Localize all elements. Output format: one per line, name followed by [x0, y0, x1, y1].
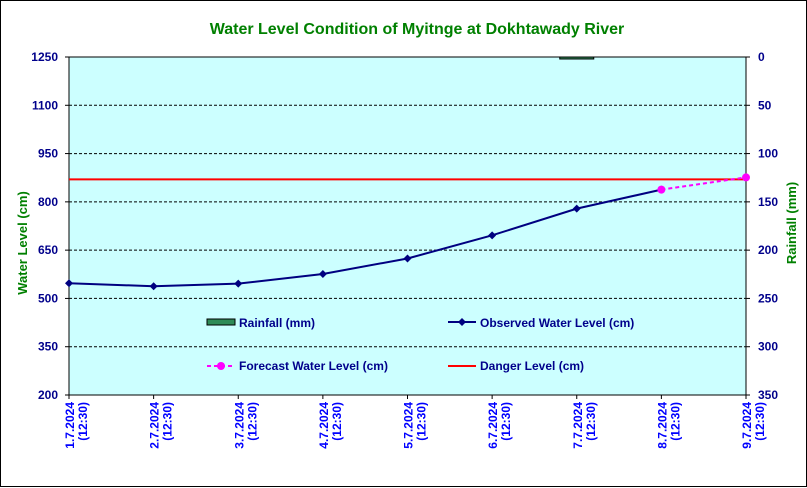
x-tick-date: 7.7.2024 — [571, 402, 585, 449]
x-tick-date: 8.7.2024 — [655, 402, 669, 449]
observed-point — [572, 204, 581, 213]
legend-observed-marker — [458, 318, 466, 326]
observed-point — [488, 231, 497, 240]
observed-point — [403, 254, 412, 263]
chart-title: Water Level Condition of Myitnge at Dokh… — [210, 21, 625, 38]
y-axis-left-title: Water Level (cm) — [15, 191, 30, 295]
forecast-series — [657, 173, 750, 194]
forecast-point — [742, 173, 750, 182]
x-tick-label: 4.7.2024(12:30) — [317, 402, 344, 449]
observed-point — [65, 279, 73, 288]
x-tick-label: 5.7.2024(12:30) — [402, 402, 429, 449]
observed-point — [318, 269, 327, 278]
y-left-tick-label: 200 — [38, 388, 58, 402]
x-tick-date: 2.7.2024 — [148, 402, 162, 449]
x-tick-label: 7.7.2024(12:30) — [571, 402, 598, 449]
y-left-tick-label: 800 — [38, 195, 58, 209]
y-right-tick-label: 350 — [758, 388, 778, 402]
observed-point — [149, 282, 158, 291]
x-tick-label: 9.7.2024(12:30) — [740, 402, 767, 449]
x-tick-label: 8.7.2024(12:30) — [655, 402, 682, 449]
legend-observed-label: Observed Water Level (cm) — [480, 316, 634, 330]
legend-danger-label: Danger Level (cm) — [480, 359, 584, 373]
y-right-tick-label: 100 — [758, 147, 778, 161]
x-tick-date: 5.7.2024 — [402, 402, 416, 449]
grid-lines — [69, 56, 746, 348]
plot-area — [68, 56, 747, 396]
legend-forecast-label: Forecast Water Level (cm) — [239, 359, 388, 373]
y-left-tick-label: 500 — [38, 291, 58, 305]
legend-rainfall-label: Rainfall (mm) — [239, 316, 315, 330]
y-left-tick-label: 350 — [38, 340, 58, 354]
y-left-tick-label: 1250 — [31, 50, 58, 64]
legend-forecast-marker — [217, 362, 225, 370]
x-tick-time: (12:30) — [668, 402, 682, 441]
rainfall-bars — [559, 56, 595, 60]
x-tick-label: 3.7.2024(12:30) — [232, 402, 259, 449]
x-tick-time: (12:30) — [415, 402, 429, 441]
x-tick-date: 1.7.2024 — [63, 402, 77, 449]
x-tick-label: 6.7.2024(12:30) — [486, 402, 513, 449]
y-axis-right-title: Rainfall (mm) — [784, 182, 799, 264]
observed-point — [234, 279, 243, 288]
y-right-tick-label: 300 — [758, 340, 778, 354]
x-axis-ticks: 1.7.2024(12:30) 2.7.2024(12:30) 3.7.2024(1… — [63, 395, 767, 449]
y-left-tick-label: 950 — [38, 147, 58, 161]
x-tick-label: 2.7.2024(12:30) — [148, 402, 175, 449]
y-axis-right-ticks: 0 50 100 150 200 250 300 350 — [746, 50, 778, 402]
x-tick-time: (12:30) — [330, 402, 344, 441]
x-tick-date: 6.7.2024 — [486, 402, 500, 449]
x-tick-time: (12:30) — [245, 402, 259, 441]
x-tick-time: (12:30) — [753, 402, 767, 441]
y-left-tick-label: 650 — [38, 243, 58, 257]
y-axis-left-ticks: 1250 1100 950 800 650 500 350 200 — [31, 50, 69, 402]
observed-series — [65, 185, 666, 291]
y-right-tick-label: 50 — [758, 98, 772, 112]
rainfall-bar — [559, 56, 595, 60]
y-right-tick-label: 250 — [758, 291, 778, 305]
forecast-line — [661, 176, 747, 191]
x-tick-date: 4.7.2024 — [317, 402, 331, 449]
x-tick-time: (12:30) — [161, 402, 175, 441]
x-tick-date: 9.7.2024 — [740, 402, 754, 449]
y-right-tick-label: 150 — [758, 195, 778, 209]
x-tick-time: (12:30) — [584, 402, 598, 441]
legend: Rainfall (mm) Observed Water Level (cm) … — [206, 316, 634, 373]
x-tick-label: 1.7.2024(12:30) — [63, 402, 90, 449]
x-tick-time: (12:30) — [76, 402, 90, 441]
y-right-tick-label: 200 — [758, 243, 778, 257]
y-left-tick-label: 1100 — [32, 98, 58, 112]
x-tick-time: (12:30) — [499, 402, 513, 441]
x-tick-date: 3.7.2024 — [232, 402, 246, 449]
observed-line — [68, 188, 662, 288]
legend-rainfall-swatch — [206, 318, 236, 326]
y-right-tick-label: 0 — [758, 50, 765, 64]
forecast-point — [657, 185, 666, 194]
